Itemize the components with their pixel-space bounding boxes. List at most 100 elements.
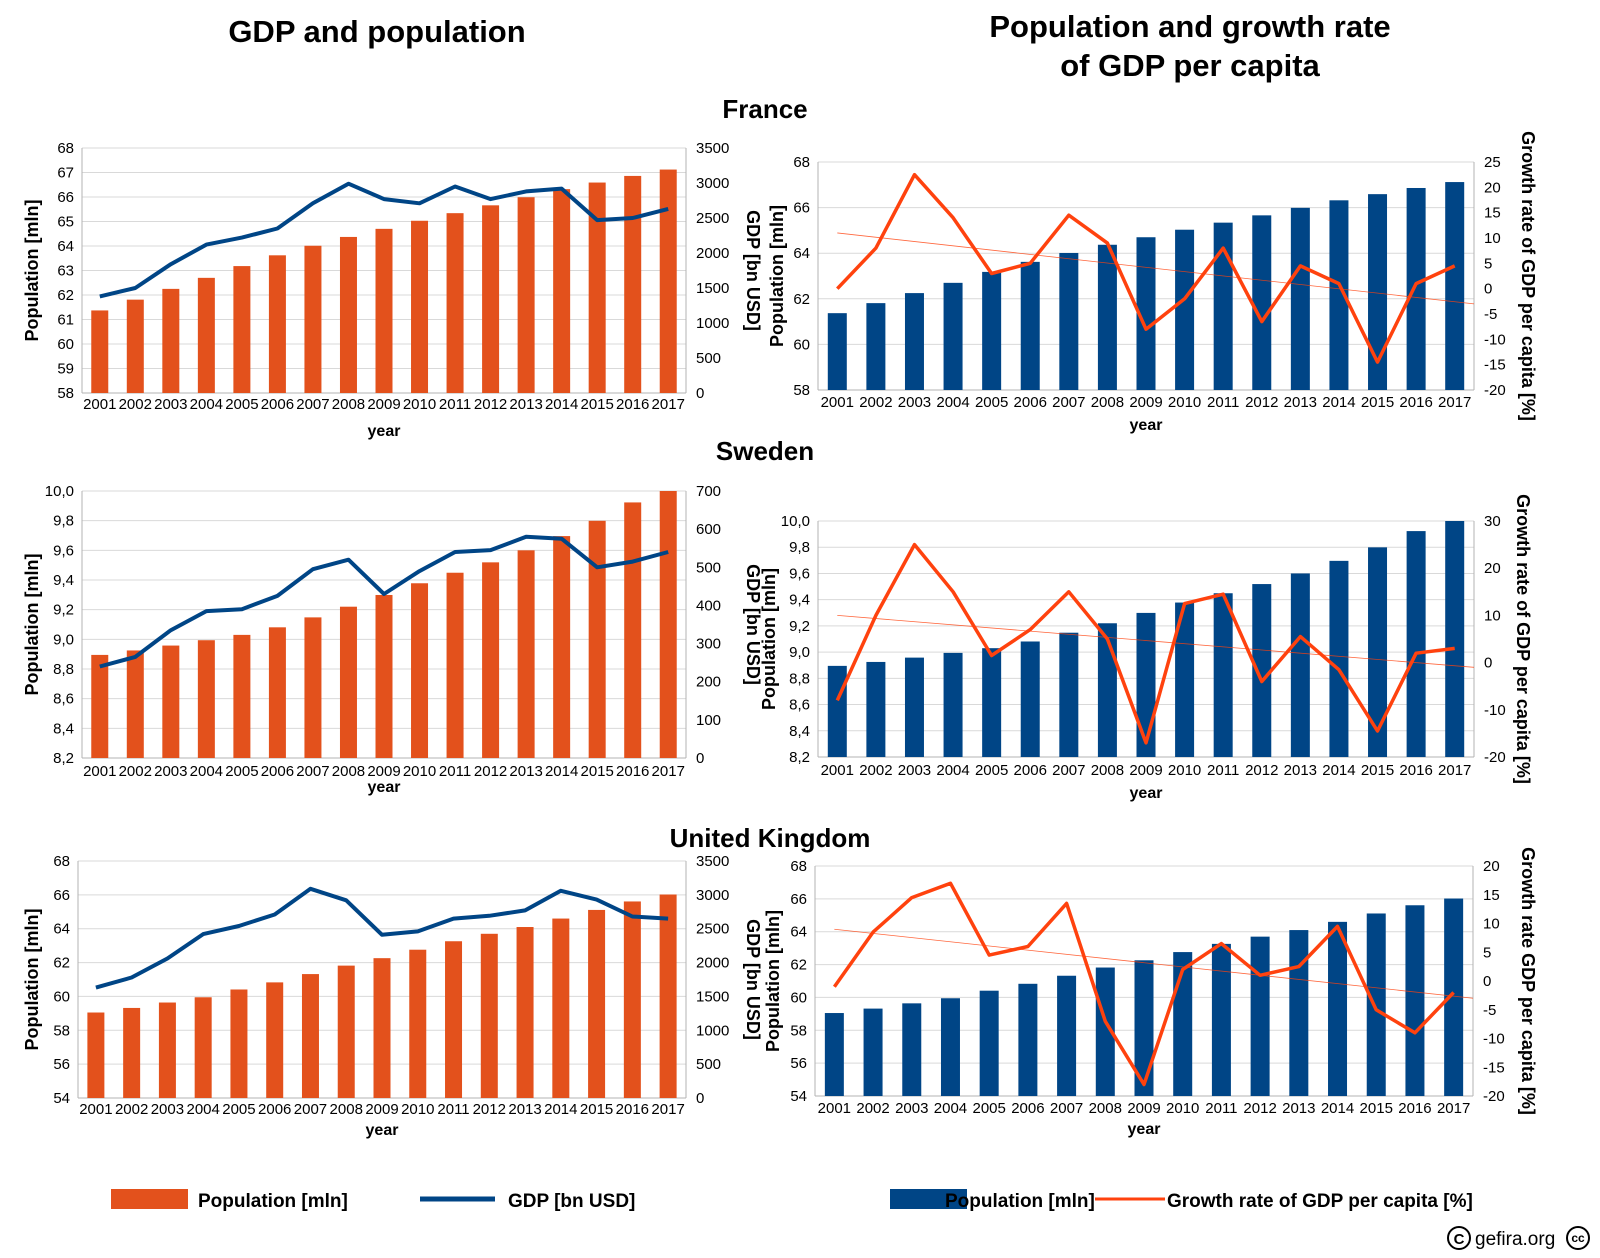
credit: C gefira.org cc bbox=[1447, 1226, 1590, 1250]
x-tick-label: 2012 bbox=[474, 396, 507, 413]
bar bbox=[126, 650, 144, 758]
x-tick-label: 2017 bbox=[1437, 1100, 1470, 1117]
bar bbox=[1250, 936, 1270, 1096]
y2-tick-label: 1500 bbox=[696, 280, 729, 297]
bar bbox=[1211, 943, 1231, 1096]
x-tick-label: 2005 bbox=[225, 396, 258, 413]
x-tick-label: 2009 bbox=[367, 396, 400, 413]
y2-tick-label: -20 bbox=[1484, 382, 1506, 399]
bar bbox=[162, 288, 180, 393]
x-tick-label: 2017 bbox=[652, 396, 685, 413]
x-tick-label: 2002 bbox=[115, 1101, 148, 1118]
y-tick-label: 8,6 bbox=[789, 697, 810, 714]
y-tick-label: 58 bbox=[57, 385, 74, 402]
bar bbox=[1406, 531, 1426, 757]
x-tick-label: 2012 bbox=[1245, 394, 1278, 411]
bar bbox=[588, 520, 606, 758]
legend-population-swatch bbox=[111, 1189, 188, 1209]
bar bbox=[1020, 261, 1040, 390]
bar bbox=[411, 583, 429, 758]
y2-tick-label: 15 bbox=[1483, 887, 1500, 904]
bar bbox=[1020, 641, 1040, 757]
bar bbox=[1290, 207, 1310, 390]
bar bbox=[1289, 930, 1309, 1096]
trend-line bbox=[837, 232, 1475, 305]
x-tick-label: 2009 bbox=[1127, 1100, 1160, 1117]
bar bbox=[1252, 584, 1272, 757]
y-axis-title: Population [mln] bbox=[759, 568, 779, 710]
x-tick-label: 2017 bbox=[1438, 394, 1471, 411]
x-tick-label: 2001 bbox=[79, 1101, 112, 1118]
y-tick-label: 54 bbox=[790, 1088, 807, 1105]
bar bbox=[940, 998, 960, 1096]
bar bbox=[553, 536, 571, 758]
bar bbox=[304, 245, 322, 393]
y2-axis-title: Growth rate of GDP per capita [%] bbox=[1518, 131, 1538, 421]
bar bbox=[411, 220, 429, 393]
y2-tick-label: 10 bbox=[1484, 607, 1501, 624]
y2-tick-label: 3500 bbox=[696, 140, 729, 157]
chart-france-growth: 58 60 62 64 66 68 -20 -15 -10 -5 0 5 10 15 20 25 2001 200… bbox=[767, 131, 1538, 434]
bar bbox=[126, 299, 144, 393]
y-tick-label: 9,4 bbox=[53, 572, 74, 589]
x-tick-label: 2007 bbox=[1052, 762, 1085, 779]
y-axis-title: Population [mln] bbox=[22, 909, 42, 1051]
legend-right-population-swatch bbox=[890, 1189, 967, 1209]
x-tick-label: 2009 bbox=[367, 763, 400, 780]
y2-tick-label: 15 bbox=[1484, 205, 1501, 222]
x-tick-label: 2005 bbox=[225, 763, 258, 780]
bar bbox=[1057, 975, 1077, 1096]
legend-right: Population [mln] Growth rate of GDP per … bbox=[890, 1189, 1473, 1212]
x-tick-label: 2011 bbox=[439, 396, 471, 413]
bar bbox=[516, 927, 534, 1098]
bar bbox=[1406, 187, 1426, 390]
chart-uk-growth: 54 56 58 60 62 64 66 68 -20 -15 -10 -5 0 5 10 15 20 2001 2… bbox=[763, 847, 1538, 1138]
x-tick-label: 2003 bbox=[151, 1101, 184, 1118]
x-tick-label: 2006 bbox=[1014, 394, 1047, 411]
y2-tick-label: 30 bbox=[1484, 513, 1501, 530]
left-column-title: GDP and population bbox=[228, 14, 525, 49]
x-tick-label: 2001 bbox=[821, 762, 854, 779]
y-tick-label: 58 bbox=[53, 1022, 70, 1039]
y2-tick-label: -5 bbox=[1484, 306, 1497, 323]
y-tick-label: 8,2 bbox=[53, 750, 74, 767]
y-tick-label: 66 bbox=[57, 189, 74, 206]
y2-tick-label: -10 bbox=[1484, 331, 1506, 348]
x-tick-label: 2002 bbox=[859, 394, 892, 411]
y2-tick-label: 200 bbox=[696, 674, 721, 691]
bar bbox=[123, 1007, 141, 1098]
x-tick-label: 2007 bbox=[294, 1101, 327, 1118]
x-tick-label: 2012 bbox=[473, 1101, 506, 1118]
y-tick-label: 68 bbox=[53, 853, 70, 870]
x-tick-label: 2006 bbox=[1011, 1100, 1044, 1117]
legend-right-population-label: Population [mln] bbox=[945, 1191, 1095, 1212]
bar bbox=[659, 491, 677, 758]
creative-commons-icon bbox=[1566, 1226, 1590, 1250]
y-tick-label: 58 bbox=[793, 382, 810, 399]
bar bbox=[480, 933, 498, 1098]
bar bbox=[304, 617, 322, 758]
y2-tick-label: 3000 bbox=[696, 887, 729, 904]
y-axis-title: Population [mln] bbox=[22, 200, 42, 342]
x-tick-label: 2013 bbox=[1282, 1100, 1315, 1117]
x-tick-label: 2010 bbox=[403, 396, 436, 413]
bar bbox=[1213, 222, 1233, 390]
bar bbox=[1329, 200, 1349, 390]
y2-tick-label: 0 bbox=[696, 750, 704, 767]
x-tick-label: 2010 bbox=[1168, 762, 1201, 779]
y2-tick-label: 2500 bbox=[696, 210, 729, 227]
y-tick-label: 60 bbox=[57, 336, 74, 353]
x-tick-label: 2017 bbox=[652, 763, 685, 780]
bar bbox=[517, 197, 535, 393]
x-tick-label: 2015 bbox=[1361, 394, 1394, 411]
x-axis-title: year bbox=[366, 1122, 399, 1139]
bar bbox=[904, 657, 924, 757]
x-tick-label: 2012 bbox=[474, 763, 507, 780]
y2-tick-label: 700 bbox=[696, 483, 721, 500]
x-tick-label: 2009 bbox=[365, 1101, 398, 1118]
x-tick-label: 2006 bbox=[261, 763, 294, 780]
legend-growth-label: Growth rate of GDP per capita [%] bbox=[1167, 1191, 1473, 1212]
bar bbox=[339, 236, 357, 393]
y2-tick-label: 0 bbox=[1483, 973, 1491, 990]
